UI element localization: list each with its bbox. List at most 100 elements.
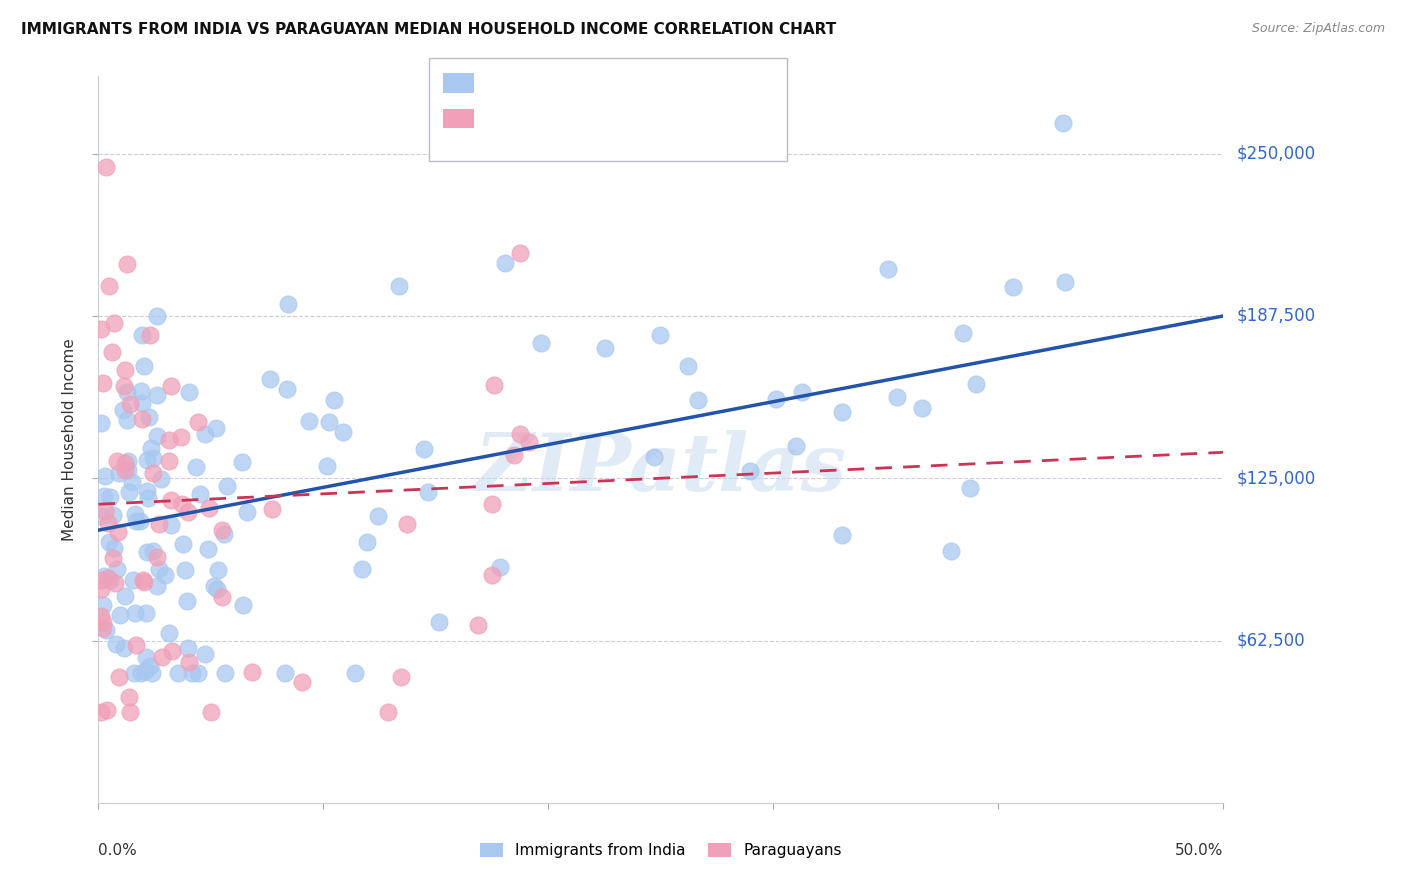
Point: [395, 516, 418, 531]
Point: [118, 484, 141, 499]
Text: 0.036: 0.036: [530, 110, 578, 128]
Point: [142, 544, 165, 558]
Text: ZIPatlas: ZIPatlas: [475, 430, 846, 508]
Text: 66: 66: [636, 110, 662, 128]
Point: [96, 703, 118, 717]
Point: [965, 377, 987, 392]
Point: [467, 618, 489, 632]
Point: [132, 574, 155, 589]
Point: [138, 659, 160, 673]
Point: [352, 562, 374, 576]
Point: [117, 690, 139, 705]
Legend: Immigrants from India, Paraguayans: Immigrants from India, Paraguayans: [474, 837, 848, 864]
Text: R =: R =: [488, 110, 524, 128]
Point: [139, 441, 162, 455]
Point: [97, 570, 120, 584]
Point: [877, 262, 900, 277]
Point: [212, 527, 235, 541]
Point: [214, 665, 236, 680]
Point: [105, 453, 128, 467]
Point: [686, 392, 709, 407]
Point: [90, 574, 112, 588]
Point: [145, 549, 167, 564]
Point: [90, 582, 112, 596]
Point: [90, 705, 112, 719]
Point: [323, 392, 346, 407]
Point: [112, 378, 135, 392]
Point: [367, 509, 389, 524]
Point: [129, 384, 152, 398]
Text: Source: ZipAtlas.com: Source: ZipAtlas.com: [1251, 22, 1385, 36]
Point: [318, 415, 340, 429]
Point: [482, 378, 505, 392]
Point: [676, 359, 699, 373]
Point: [170, 429, 193, 443]
Point: [276, 382, 298, 396]
Point: [114, 589, 136, 603]
Point: [138, 328, 160, 343]
Point: [93, 489, 115, 503]
Point: [124, 507, 146, 521]
Point: [114, 462, 136, 476]
Text: $62,500: $62,500: [1237, 632, 1306, 649]
Point: [259, 372, 281, 386]
Point: [427, 615, 450, 630]
Point: [136, 491, 159, 505]
Point: [277, 296, 299, 310]
Point: [105, 637, 128, 651]
Point: [291, 674, 314, 689]
Point: [315, 458, 337, 473]
Point: [952, 326, 974, 340]
Point: [157, 433, 180, 447]
Point: [1053, 275, 1076, 289]
Point: [160, 492, 183, 507]
Point: [187, 665, 209, 680]
Point: [90, 508, 112, 523]
Text: $250,000: $250,000: [1237, 145, 1316, 162]
Point: [200, 705, 222, 719]
Point: [181, 665, 204, 680]
Point: [136, 452, 159, 467]
Point: [90, 416, 112, 430]
Point: [211, 591, 233, 605]
Point: [146, 309, 169, 323]
Point: [148, 561, 170, 575]
Point: [150, 649, 173, 664]
Point: [174, 563, 197, 577]
Point: [115, 384, 138, 399]
Point: [115, 257, 138, 271]
Point: [98, 535, 121, 549]
Point: [177, 640, 200, 655]
Point: [142, 451, 165, 466]
Point: [117, 463, 139, 477]
Point: [136, 484, 159, 499]
Point: [135, 607, 157, 621]
Point: [388, 278, 411, 293]
Point: [643, 450, 665, 464]
Point: [107, 525, 129, 540]
Point: [101, 551, 124, 566]
Point: [134, 664, 156, 678]
Point: [91, 376, 114, 390]
Point: [114, 362, 136, 376]
Point: [177, 384, 200, 399]
Point: [187, 415, 209, 429]
Point: [103, 316, 125, 330]
Point: [211, 523, 233, 537]
Point: [112, 403, 135, 417]
Text: 0.0%: 0.0%: [98, 843, 138, 858]
Point: [831, 528, 853, 542]
Point: [194, 648, 217, 662]
Point: [146, 579, 169, 593]
Point: [120, 705, 142, 719]
Point: [377, 705, 399, 719]
Point: [389, 670, 412, 684]
Point: [738, 464, 761, 478]
Point: [184, 459, 207, 474]
Point: [91, 599, 114, 613]
Point: [356, 534, 378, 549]
Text: N =: N =: [593, 74, 630, 92]
Point: [125, 639, 148, 653]
Point: [121, 475, 143, 489]
Point: [105, 562, 128, 576]
